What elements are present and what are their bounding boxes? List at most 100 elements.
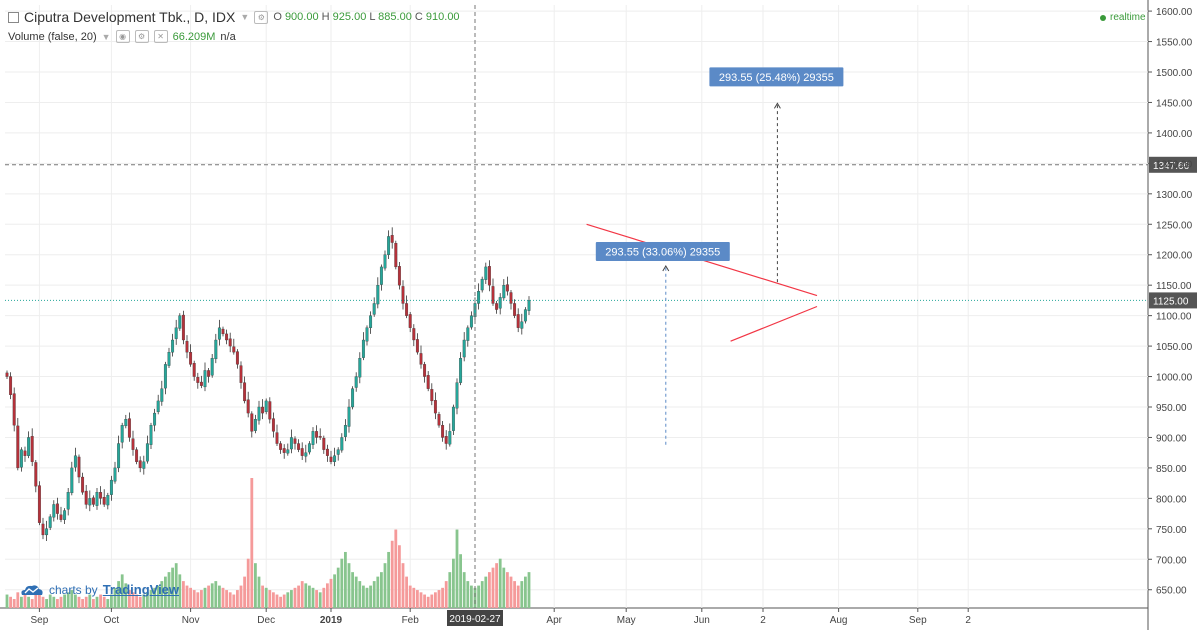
realtime-dot-icon (1100, 14, 1106, 21)
volume-bar (88, 594, 92, 608)
tradingview-brand[interactable]: charts by TradingView (20, 582, 179, 597)
candle-body (307, 443, 311, 453)
volume-bar (344, 551, 347, 608)
volume-bar (81, 599, 84, 608)
volume-bar (383, 563, 387, 608)
measure-arrowhead (773, 102, 781, 109)
candlesticks (5, 227, 531, 541)
settings-icon[interactable]: ⚙ (254, 10, 269, 24)
y-tick-label: 900.00 (1156, 433, 1187, 444)
y-tick-label: 1200.00 (1156, 251, 1193, 262)
volume-bar (329, 578, 333, 608)
candle-body (70, 467, 74, 494)
volume-bar (192, 590, 196, 608)
candle-body (426, 375, 430, 389)
chevron-down-icon[interactable]: ▼ (240, 12, 250, 22)
candle-body (37, 485, 41, 523)
volume-bar (372, 581, 376, 608)
candle-body (289, 437, 293, 450)
x-tick-label: Nov (182, 615, 200, 626)
volume-bar (156, 585, 160, 608)
volume-bar (308, 585, 311, 608)
candle-body (185, 341, 189, 353)
candle-body (149, 425, 153, 445)
candle-body (513, 303, 517, 316)
candle-body (347, 406, 351, 427)
chart-header: Ciputra Development Tbk., D, IDX ▼ ⚙ O 9… (8, 9, 460, 25)
candle-body (469, 315, 473, 328)
crosshair-date-tag (447, 610, 503, 626)
volume-bar (66, 592, 70, 608)
chevron-down-icon[interactable]: ▼ (101, 31, 111, 42)
volume-bar (387, 551, 390, 608)
y-tick-label: 650.00 (1156, 586, 1187, 597)
candle-body (9, 376, 13, 395)
volume-bar (214, 581, 218, 608)
candle-body (343, 425, 347, 437)
candle-body (484, 266, 488, 280)
volume-bar (376, 576, 380, 608)
volume-bar (38, 594, 41, 608)
eye-icon[interactable]: ◉ (115, 30, 130, 43)
x-tick-label: Aug (830, 615, 848, 626)
collapse-checkbox-icon[interactable] (8, 11, 19, 23)
volume-label[interactable]: Volume (false, 20) (8, 30, 97, 43)
volume-bar (74, 594, 77, 608)
candle-body (387, 236, 391, 255)
volume-bar (380, 572, 383, 608)
x-axis[interactable]: Sep Oct Nov Dec 2019 Feb Apr May Jun 2 Aug Sep 2 (31, 608, 972, 626)
candle-body (372, 303, 376, 315)
candle-body (282, 448, 286, 453)
chart-overlays: 2019-02-27 1347.66 1125.00 293.55 (33.06%) … (5, 5, 1197, 626)
volume-bar (401, 563, 405, 608)
y-axis[interactable]: 650.00 700.00 750.00 800.00 850.00 900.00 950.… (1148, 7, 1193, 597)
volume-bar (12, 599, 16, 608)
candle-body (55, 503, 59, 514)
volume-bar (333, 574, 336, 608)
volume-bar (9, 596, 12, 608)
candle-body (523, 309, 527, 322)
volume-bar (146, 592, 149, 608)
candle-body (77, 456, 81, 478)
candle-body (487, 266, 491, 286)
volume-bar (340, 558, 344, 608)
settings-icon[interactable]: ⚙ (134, 30, 149, 43)
candle-body (340, 437, 344, 451)
candle-body (66, 492, 70, 510)
candle-body (311, 431, 315, 445)
current-price-tag (1149, 292, 1197, 309)
candle-body (207, 370, 211, 377)
volume-bar (153, 587, 156, 608)
candle-body (63, 510, 67, 520)
volume-bar (506, 572, 509, 608)
candle-body (27, 437, 31, 456)
volume-bar (30, 599, 34, 608)
candle-body (81, 476, 85, 493)
candle-body (480, 278, 484, 291)
symbol-title[interactable]: Ciputra Development Tbk., D, IDX (24, 9, 236, 25)
volume-bar (434, 592, 437, 608)
candle-body (106, 495, 110, 506)
y-tick-label: 750.00 (1156, 525, 1187, 536)
volume-bar (304, 583, 308, 608)
y-tick-label: 1350.00 (1156, 159, 1193, 170)
candle-body (502, 285, 506, 299)
candle-body (336, 449, 340, 455)
horizontal-line-label: 1347.66 (1153, 161, 1190, 172)
y-tick-label: 1500.00 (1156, 68, 1193, 79)
close-icon[interactable]: ✕ (153, 30, 168, 43)
candle-body (279, 443, 283, 450)
volume-bar (27, 596, 30, 608)
candle-body (30, 436, 34, 462)
candle-body (210, 358, 214, 376)
volume-bar (412, 587, 416, 608)
volume-bar (20, 596, 23, 608)
volume-bar (462, 572, 466, 608)
x-tick-label: Oct (104, 615, 120, 626)
candle-body (394, 243, 398, 268)
candle-body (120, 425, 124, 443)
volume-bar (102, 596, 106, 608)
